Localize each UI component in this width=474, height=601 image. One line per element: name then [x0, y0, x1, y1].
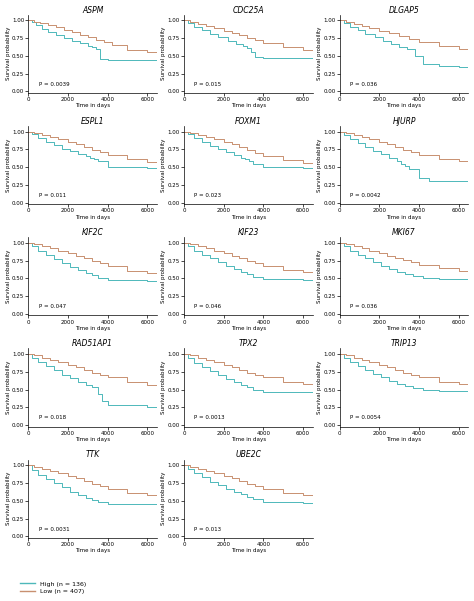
- Y-axis label: Survival probability: Survival probability: [6, 27, 10, 81]
- Title: UBE2C: UBE2C: [236, 451, 261, 460]
- X-axis label: Time in days: Time in days: [75, 437, 110, 442]
- X-axis label: Time in days: Time in days: [231, 326, 266, 331]
- Title: KIF23: KIF23: [238, 228, 259, 237]
- Y-axis label: Survival probability: Survival probability: [317, 138, 322, 192]
- Text: P = 0.0013: P = 0.0013: [194, 415, 225, 420]
- Text: P = 0.0042: P = 0.0042: [350, 193, 381, 198]
- Text: P = 0.015: P = 0.015: [194, 82, 221, 87]
- Text: P = 0.047: P = 0.047: [39, 304, 66, 309]
- Y-axis label: Survival probability: Survival probability: [161, 27, 166, 81]
- X-axis label: Time in days: Time in days: [386, 215, 422, 220]
- Text: P = 0.046: P = 0.046: [194, 304, 221, 309]
- Text: P = 0.0031: P = 0.0031: [39, 526, 69, 531]
- Title: ESPL1: ESPL1: [81, 117, 104, 126]
- Y-axis label: Survival probability: Survival probability: [6, 249, 10, 303]
- Title: HJURP: HJURP: [392, 117, 416, 126]
- X-axis label: Time in days: Time in days: [75, 326, 110, 331]
- Text: P = 0.036: P = 0.036: [350, 304, 377, 309]
- Title: TPX2: TPX2: [239, 339, 258, 348]
- X-axis label: Time in days: Time in days: [231, 437, 266, 442]
- Y-axis label: Survival probability: Survival probability: [161, 361, 166, 414]
- X-axis label: Time in days: Time in days: [231, 215, 266, 220]
- Text: P = 0.0039: P = 0.0039: [39, 82, 69, 87]
- Y-axis label: Survival probability: Survival probability: [161, 138, 166, 192]
- Title: TTK: TTK: [86, 451, 100, 460]
- Title: ASPM: ASPM: [82, 5, 103, 14]
- Title: RAD51AP1: RAD51AP1: [72, 339, 113, 348]
- Y-axis label: Survival probability: Survival probability: [161, 249, 166, 303]
- Title: DLGAP5: DLGAP5: [389, 5, 419, 14]
- Y-axis label: Survival probability: Survival probability: [6, 472, 10, 525]
- Y-axis label: Survival probability: Survival probability: [6, 138, 10, 192]
- Title: MKI67: MKI67: [392, 228, 416, 237]
- X-axis label: Time in days: Time in days: [231, 548, 266, 554]
- Y-axis label: Survival probability: Survival probability: [6, 361, 10, 414]
- Title: KIF2C: KIF2C: [82, 228, 104, 237]
- Y-axis label: Survival probability: Survival probability: [317, 27, 322, 81]
- X-axis label: Time in days: Time in days: [386, 103, 422, 108]
- X-axis label: Time in days: Time in days: [231, 103, 266, 108]
- Text: P = 0.018: P = 0.018: [39, 415, 66, 420]
- Text: P = 0.0054: P = 0.0054: [350, 415, 381, 420]
- Text: P = 0.023: P = 0.023: [194, 193, 221, 198]
- X-axis label: Time in days: Time in days: [386, 437, 422, 442]
- Text: P = 0.036: P = 0.036: [350, 82, 377, 87]
- Y-axis label: Survival probability: Survival probability: [317, 249, 322, 303]
- X-axis label: Time in days: Time in days: [75, 548, 110, 554]
- Text: P = 0.011: P = 0.011: [39, 193, 66, 198]
- Y-axis label: Survival probability: Survival probability: [317, 361, 322, 414]
- X-axis label: Time in days: Time in days: [386, 326, 422, 331]
- Text: P = 0.013: P = 0.013: [194, 526, 221, 531]
- Y-axis label: Survival probability: Survival probability: [161, 472, 166, 525]
- Legend: High (n = 136), Low (n = 407): High (n = 136), Low (n = 407): [18, 579, 89, 597]
- X-axis label: Time in days: Time in days: [75, 215, 110, 220]
- Title: FOXM1: FOXM1: [235, 117, 262, 126]
- X-axis label: Time in days: Time in days: [75, 103, 110, 108]
- Title: CDC25A: CDC25A: [233, 5, 264, 14]
- Title: TRIP13: TRIP13: [391, 339, 417, 348]
